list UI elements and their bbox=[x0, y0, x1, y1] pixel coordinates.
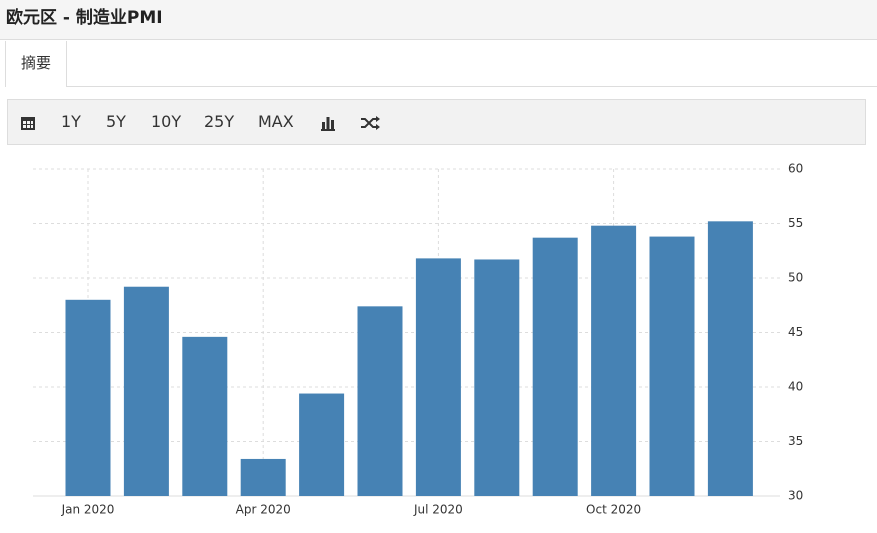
y-tick-label: 60 bbox=[788, 162, 803, 176]
bar bbox=[474, 259, 520, 496]
y-tick-label: 50 bbox=[788, 271, 803, 285]
bar bbox=[591, 225, 637, 496]
bar bbox=[415, 258, 461, 496]
bar bbox=[532, 237, 578, 497]
shuffle-icon[interactable] bbox=[360, 115, 380, 131]
x-tick-label: Jul 2020 bbox=[413, 503, 463, 517]
toolbar: 1Y 5Y 10Y 25Y MAX bbox=[7, 99, 866, 145]
bar bbox=[299, 393, 345, 496]
y-tick-label: 35 bbox=[788, 434, 803, 448]
calendar-icon[interactable] bbox=[20, 115, 36, 131]
range-button[interactable]: MAX bbox=[258, 112, 294, 131]
x-tick-label: Jan 2020 bbox=[61, 503, 115, 517]
bar bbox=[707, 221, 753, 496]
y-tick-label: 55 bbox=[788, 216, 803, 230]
tab[interactable]: 摘要 bbox=[5, 41, 67, 87]
y-tick-label: 45 bbox=[788, 325, 803, 339]
bar-chart-icon[interactable] bbox=[320, 115, 336, 131]
x-tick-label: Oct 2020 bbox=[586, 503, 641, 517]
x-tick-label: Apr 2020 bbox=[236, 503, 291, 517]
range-button[interactable]: 1Y bbox=[61, 112, 81, 131]
y-tick-label: 40 bbox=[788, 380, 803, 394]
bar bbox=[65, 299, 111, 496]
range-button[interactable]: 10Y bbox=[151, 112, 182, 131]
bar bbox=[182, 336, 228, 496]
bar bbox=[357, 306, 403, 496]
bar bbox=[123, 286, 169, 496]
page-title: 欧元区 - 制造业PMI bbox=[0, 0, 877, 40]
y-tick-label: 30 bbox=[788, 489, 803, 503]
range-button[interactable]: 25Y bbox=[204, 112, 235, 131]
bar bbox=[649, 236, 695, 496]
tab-divider bbox=[67, 86, 877, 87]
range-button[interactable]: 5Y bbox=[106, 112, 126, 131]
bar bbox=[240, 458, 286, 496]
